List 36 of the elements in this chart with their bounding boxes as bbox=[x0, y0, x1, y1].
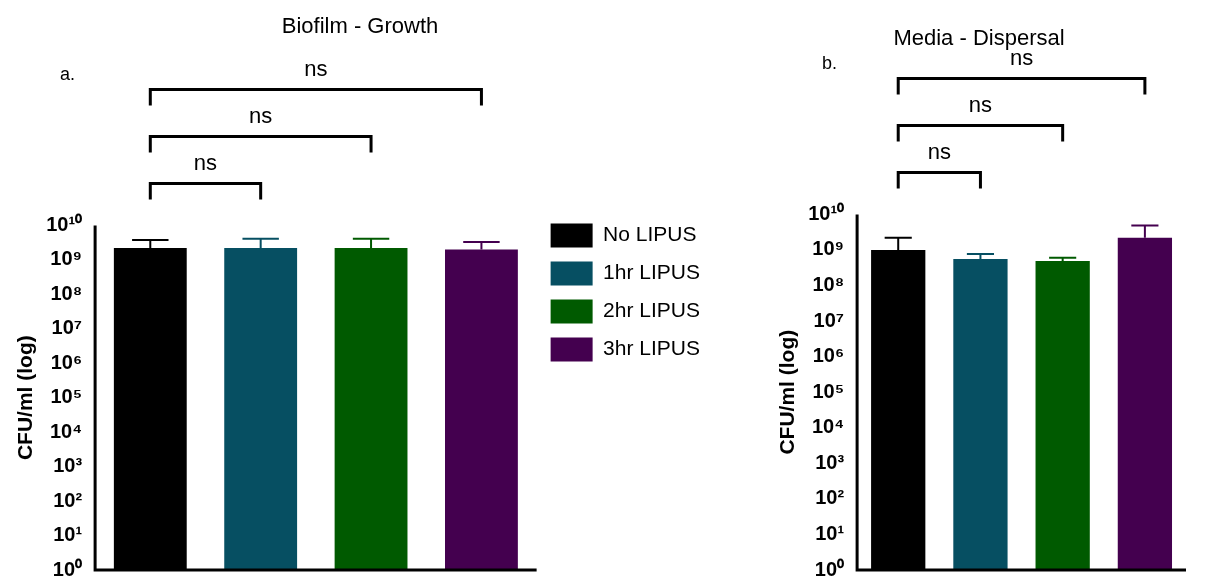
y-tick-label: 10¹⁰ bbox=[46, 212, 83, 235]
y-tick-label: 10⁹ bbox=[50, 247, 83, 270]
y-tick-label: 10³ bbox=[53, 454, 83, 477]
y-tick-label: 10⁸ bbox=[812, 273, 845, 296]
text: ns bbox=[304, 56, 328, 82]
text: ns bbox=[249, 103, 273, 129]
y-tick-label: 10⁷ bbox=[813, 308, 845, 331]
y-tick-label: 10⁷ bbox=[51, 316, 83, 339]
y-tick-label: 10⁴ bbox=[49, 419, 83, 442]
legend-label: 1hr LIPUS bbox=[603, 260, 701, 284]
y-tick-label: 10² bbox=[53, 488, 83, 511]
y-tick-label: 10⁹ bbox=[812, 237, 845, 260]
y-tick-label: 10⁶ bbox=[812, 344, 845, 367]
text: ns bbox=[968, 92, 993, 118]
legend-label: No LIPUS bbox=[603, 222, 697, 246]
chart-title: Biofilm - Growth bbox=[281, 13, 439, 39]
y-tick-label: 10⁴ bbox=[811, 415, 845, 438]
y-tick-label: 10⁸ bbox=[50, 281, 83, 304]
y-tick-label: 10⁰ bbox=[814, 557, 845, 580]
y-tick-label: 10² bbox=[815, 486, 845, 509]
y-axis-title: CFU/ml (log) bbox=[775, 329, 799, 455]
y-tick-label: 10⁰ bbox=[52, 557, 83, 580]
text: b. bbox=[822, 53, 838, 74]
y-axis-title: CFU/ml (log) bbox=[13, 335, 37, 461]
y-tick-label: 10⁶ bbox=[50, 350, 83, 373]
y-tick-label: 10³ bbox=[815, 450, 845, 473]
y-tick-label: 10¹ bbox=[53, 523, 83, 546]
text: ns bbox=[927, 139, 951, 165]
y-tick-label: 10¹⁰ bbox=[808, 201, 845, 224]
y-tick-label: 10⁵ bbox=[812, 379, 845, 402]
y-tick-label: 10¹ bbox=[815, 521, 845, 544]
text: ns bbox=[193, 150, 218, 176]
y-tick-label: 10⁵ bbox=[50, 385, 83, 408]
text: a. bbox=[60, 64, 76, 85]
legend-label: 2hr LIPUS bbox=[603, 298, 701, 322]
legend-label: 3hr LIPUS bbox=[603, 336, 701, 360]
